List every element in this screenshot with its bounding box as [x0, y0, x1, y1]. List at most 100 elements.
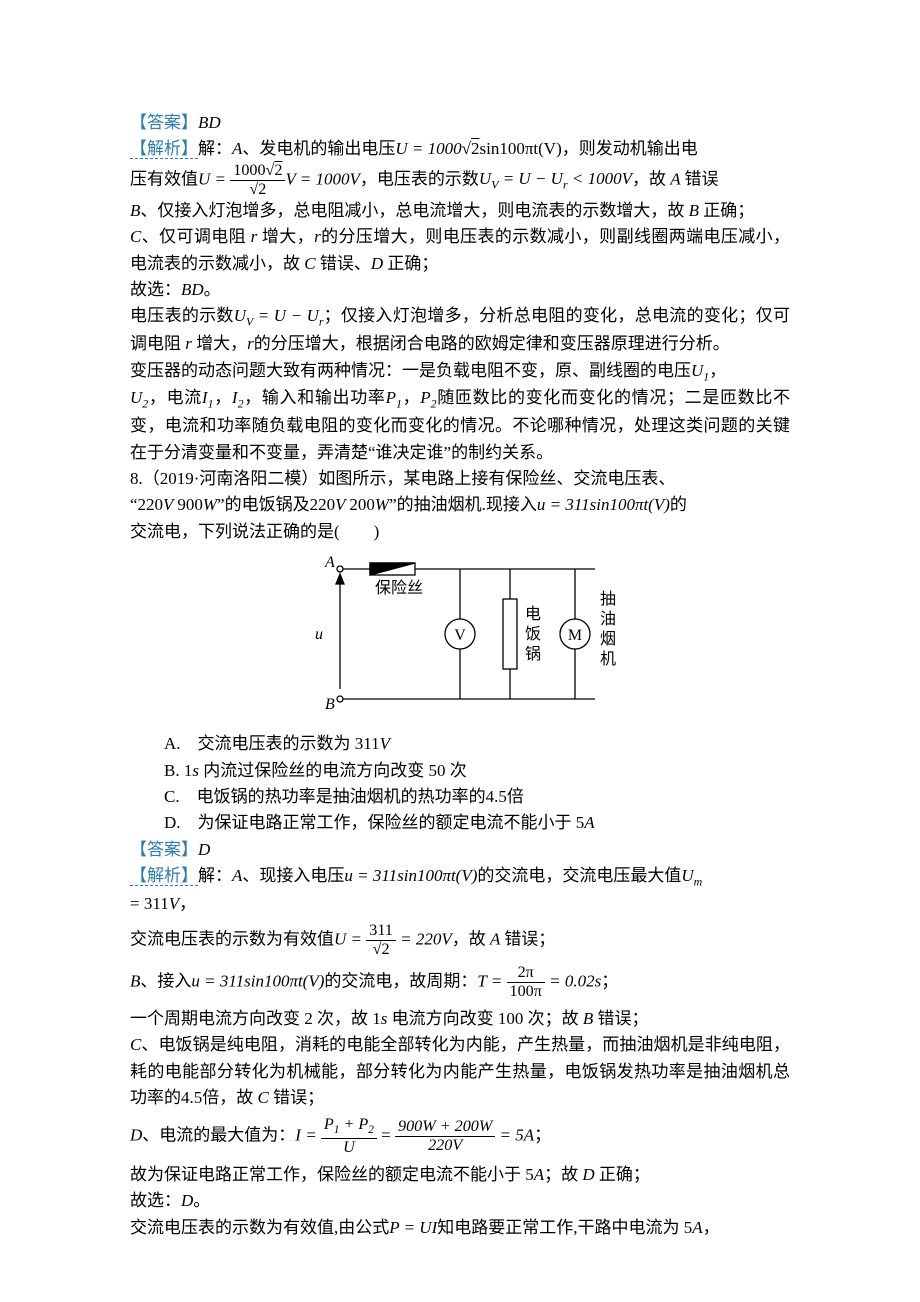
explain-line: 故选：D。	[130, 1188, 790, 1214]
t: 。	[204, 280, 221, 299]
fraction: 1000√2√2	[230, 163, 285, 198]
explain-line: B、仅接入灯泡增多，总电阻减小，总电流增大，则电流表的示数增大，故 B 正确；	[130, 198, 790, 224]
t: 错误、	[320, 254, 371, 273]
q8-stem-line: “220V 900W”的电饭锅及220V 200W”的抽油烟机.现接入u = 3…	[130, 492, 790, 518]
t: 错误；	[504, 930, 555, 949]
t: 220V	[395, 1137, 495, 1154]
fraction: 900W + 200W220V	[395, 1119, 495, 1154]
t: r	[185, 334, 196, 353]
cooker-label-1: 电	[525, 605, 541, 623]
t: ；	[601, 971, 618, 990]
t: sin100πt(V)	[479, 139, 561, 158]
q8-stem-line: 交流电，下列说法正确的是( )	[130, 519, 790, 545]
t: D	[181, 1191, 193, 1210]
t: 故选：	[130, 1191, 181, 1210]
t: B	[689, 201, 704, 220]
t: 正确；	[703, 201, 754, 220]
t: C. 电饭锅的热功率是抽油烟机的热功率的4.5倍	[164, 787, 524, 806]
t: U	[321, 1139, 377, 1156]
t: 内流过保险丝的电流方向改变 50 次	[203, 761, 467, 780]
t: 交流电压表的示数为有效值	[130, 930, 334, 949]
answer-label: 【答案】	[130, 113, 198, 132]
t: = U − U	[498, 169, 563, 188]
t: 、仅接入灯泡增多，总电阻减小，总电流增大，则电流表的示数增大，故	[140, 201, 688, 220]
explain-line: U2，电流I1，I2，输入和输出功率P1，P2随匝数比的变化而变化的情况；二是匝…	[130, 385, 790, 466]
t: B	[130, 971, 140, 990]
t: ，	[402, 388, 420, 407]
fuse-label: 保险丝	[375, 579, 423, 597]
cooker-label-3: 锅	[525, 645, 541, 663]
option-d: D. 为保证电路正常工作，保险丝的额定电流不能小于 5A	[164, 810, 790, 836]
t: A	[692, 1218, 702, 1237]
t: U =	[198, 169, 230, 188]
hood-label-2: 油	[600, 610, 616, 628]
t: U = 1000√2sin100πt(V)	[395, 139, 561, 158]
t: s	[381, 1009, 392, 1028]
t: V	[163, 495, 177, 514]
explain-line: C、电饭锅是纯电阻，消耗的电能全部转化为内能，产生热量，而抽油烟机是非纯电阻，耗…	[130, 1032, 790, 1111]
t: 8.（2019·河南洛阳二模）如图所示，某电路上接有保险丝、交流电压表、	[130, 469, 675, 488]
t: U	[479, 169, 491, 188]
t: C	[258, 1088, 274, 1107]
cooker-label-2: 饭	[525, 625, 541, 643]
t: 、发电机的输出电压	[242, 139, 395, 158]
t: U	[691, 361, 703, 380]
t: 增大，	[262, 227, 314, 246]
t: 1000	[233, 162, 265, 179]
option-b: B. 1s 内流过保险丝的电流方向改变 50 次	[164, 758, 790, 784]
t: A	[232, 866, 242, 885]
t: U = 1000	[395, 139, 461, 158]
t: ，则发动机输出电	[562, 139, 698, 158]
explain-line: C、仅可调电阻 r 增大，r的分压增大，则电压表的示数减小，则副线圈两端电压减小…	[130, 224, 790, 277]
t: A. 交流电压表的示数为 311	[164, 734, 380, 753]
explain-line: 一个周期电流方向改变 2 次，故 1s 电流方向改变 100 次；故 B 错误；	[130, 1006, 790, 1032]
circuit-diagram: A B u 保险丝 V 电 饭 锅 M 抽 油 烟 机	[295, 549, 625, 719]
explain-line: 变压器的动态问题大致有两种情况：一是负载电阻不变，原、副线圈的电压U1，	[130, 358, 790, 386]
t: r	[314, 227, 321, 246]
t: 、电流的最大值为：	[142, 1125, 295, 1144]
t: 、仅可调电阻	[141, 227, 250, 246]
t: 一个周期电流方向改变 2 次，故 1	[130, 1009, 381, 1028]
t: m	[694, 874, 703, 888]
t: 正确；	[599, 1165, 650, 1184]
t: “220	[130, 495, 163, 514]
option-c: C. 电饭锅的热功率是抽油烟机的热功率的4.5倍	[164, 784, 790, 810]
t: 311	[366, 923, 396, 941]
t: ，故	[452, 930, 490, 949]
t: 900W + 200W	[395, 1119, 495, 1137]
t: 200	[349, 495, 375, 514]
hood-label-1: 抽	[600, 590, 616, 608]
t: ，电压表的示数	[360, 169, 479, 188]
fraction: 311√2	[366, 923, 396, 958]
t: U	[130, 388, 142, 407]
t: 2	[368, 1124, 374, 1136]
option-a: A. 交流电压表的示数为 311V	[164, 731, 790, 757]
t: V = 1000V	[285, 169, 359, 188]
t: P	[420, 388, 430, 407]
circuit-diagram-wrap: A B u 保险丝 V 电 饭 锅 M 抽 油 烟 机	[130, 549, 790, 727]
t: =	[377, 1125, 395, 1144]
t: I =	[295, 1125, 321, 1144]
t: B. 1	[164, 761, 192, 780]
t: 的交流电，交流电压最大值	[477, 866, 681, 885]
t: r	[247, 334, 254, 353]
explain-line: 故选：BD。	[130, 277, 790, 303]
t: 电压表的示数	[130, 306, 234, 325]
t: 2	[274, 162, 282, 179]
t: ，故	[632, 169, 670, 188]
t: 电流方向改变 100 次；故	[392, 1009, 583, 1028]
t: r	[251, 227, 262, 246]
t: 解：	[198, 139, 232, 158]
t: 错误；	[273, 1088, 324, 1107]
t: 错误	[685, 169, 719, 188]
t: 故选：	[130, 280, 181, 299]
t: u = 311sin100πt(V)	[191, 971, 324, 990]
t: V	[169, 894, 179, 913]
voltmeter-label: V	[454, 627, 466, 644]
fraction: 2π100π	[507, 965, 545, 1000]
q8-stem-line: 8.（2019·河南洛阳二模）如图所示，某电路上接有保险丝、交流电压表、	[130, 466, 790, 492]
t: T =	[477, 971, 506, 990]
options-list: A. 交流电压表的示数为 311V B. 1s 内流过保险丝的电流方向改变 50…	[130, 731, 790, 836]
t: A	[670, 169, 684, 188]
t: U =	[334, 930, 366, 949]
